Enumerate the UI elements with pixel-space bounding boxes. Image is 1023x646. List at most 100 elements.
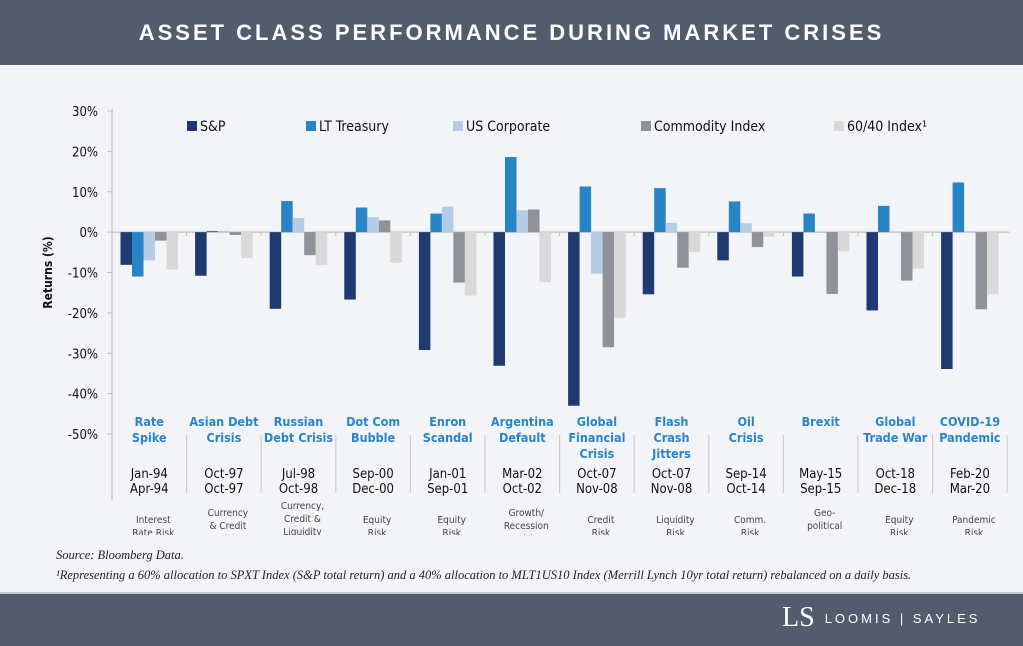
date-range-label: May-15 bbox=[799, 467, 842, 482]
bar bbox=[241, 232, 253, 258]
loomis-sayles-logo: LS LOOMIS | SAYLES bbox=[782, 602, 981, 633]
date-range-label: Oct-07 bbox=[652, 467, 691, 482]
y-tick-label: -20% bbox=[68, 307, 98, 322]
risk-label: Currency, bbox=[281, 501, 324, 512]
bar bbox=[344, 232, 356, 300]
category-label: Russian bbox=[274, 414, 324, 429]
date-range-label: Sep-00 bbox=[353, 467, 394, 482]
risk-label: Geo- bbox=[814, 508, 835, 519]
bar bbox=[166, 232, 178, 270]
date-range-label: Nov-08 bbox=[576, 482, 618, 497]
bar bbox=[292, 217, 305, 233]
category-label: Jitters bbox=[651, 446, 691, 461]
bar bbox=[642, 232, 655, 295]
category-label: Dot Com bbox=[346, 414, 400, 429]
legend-swatch bbox=[453, 121, 463, 131]
risk-label: Risk bbox=[517, 534, 536, 535]
bar bbox=[763, 232, 775, 237]
bar bbox=[516, 210, 528, 233]
risk-label: political bbox=[807, 521, 842, 532]
category-label: Brexit bbox=[802, 414, 841, 429]
bar bbox=[418, 232, 431, 351]
y-tick-label: 20% bbox=[72, 145, 98, 160]
bar bbox=[493, 232, 505, 366]
footer: LS LOOMIS | SAYLES bbox=[0, 592, 1023, 646]
bar bbox=[975, 232, 988, 310]
legend-label: S&P bbox=[200, 119, 226, 135]
date-range-label: Oct-97 bbox=[204, 482, 243, 497]
y-tick-label: -40% bbox=[68, 388, 98, 403]
bar bbox=[464, 232, 477, 296]
category-label: Scandal bbox=[423, 430, 473, 445]
date-range-label: Oct-97 bbox=[204, 467, 243, 482]
y-tick-label: -10% bbox=[68, 267, 98, 282]
bar bbox=[901, 232, 913, 281]
bar bbox=[281, 201, 293, 233]
risk-label: Risk bbox=[815, 534, 834, 535]
bar bbox=[528, 209, 540, 233]
risk-label: & Credit bbox=[209, 521, 246, 532]
risk-label: Risk bbox=[741, 528, 760, 535]
category-label: Financial bbox=[568, 430, 625, 445]
date-range-label: Oct-07 bbox=[577, 467, 616, 482]
bar bbox=[441, 206, 454, 233]
bar bbox=[143, 232, 155, 261]
date-range-label: Jul-98 bbox=[281, 467, 315, 482]
bar bbox=[826, 232, 838, 294]
date-range-label: Feb-20 bbox=[950, 467, 990, 482]
category-label: Crisis bbox=[579, 446, 614, 461]
date-range-label: Oct-98 bbox=[279, 482, 318, 497]
y-tick-label: -30% bbox=[68, 347, 98, 362]
bar bbox=[132, 232, 144, 277]
category-label: Crisis bbox=[729, 430, 764, 445]
bar bbox=[740, 223, 752, 233]
bar bbox=[688, 232, 701, 252]
date-range-label: Sep-01 bbox=[427, 482, 468, 497]
legend-swatch bbox=[834, 121, 844, 131]
category-label: Global bbox=[875, 414, 915, 429]
bar bbox=[390, 232, 402, 263]
bar bbox=[878, 205, 890, 233]
bar bbox=[367, 217, 379, 233]
y-axis-label: Returns (%) bbox=[41, 236, 55, 308]
date-range-label: Dec-18 bbox=[874, 482, 916, 497]
category-label: Spike bbox=[132, 430, 167, 445]
risk-label: Equity bbox=[437, 515, 466, 526]
risk-label: Growth/ bbox=[509, 508, 546, 519]
category-label: Rate bbox=[135, 414, 165, 429]
date-range-label: Sep-15 bbox=[800, 482, 841, 497]
bar bbox=[866, 232, 878, 311]
category-label: Bubble bbox=[351, 430, 396, 445]
category-label: Crash bbox=[653, 430, 689, 445]
bar bbox=[791, 232, 804, 277]
category-label: Crisis bbox=[206, 430, 241, 445]
legend-swatch bbox=[641, 121, 651, 131]
category-label: Oil bbox=[737, 414, 754, 429]
risk-label: Credit bbox=[587, 515, 615, 526]
legend-label: Commodity Index bbox=[654, 119, 766, 135]
date-range-label: Oct-14 bbox=[726, 482, 765, 497]
bar bbox=[430, 213, 442, 233]
page-title: ASSET CLASS PERFORMANCE DURING MARKET CR… bbox=[0, 0, 1023, 65]
risk-label: Risk bbox=[890, 528, 909, 535]
category-label: COVID-19 bbox=[940, 414, 1000, 429]
bar bbox=[889, 231, 901, 233]
risk-label: Comm. bbox=[734, 515, 766, 526]
bar bbox=[453, 232, 465, 283]
date-range-label: Dec-00 bbox=[352, 482, 394, 497]
bar bbox=[941, 232, 953, 369]
bar bbox=[987, 232, 999, 295]
risk-label: Recession bbox=[504, 521, 549, 532]
bar bbox=[579, 186, 592, 233]
bar-chart: 30% 20% 10% 0% -10% -20% -30% -40% -50% Returns (… bbox=[41, 105, 1010, 535]
bar bbox=[591, 232, 603, 274]
bar bbox=[654, 188, 666, 233]
date-range-label: Apr-94 bbox=[130, 482, 169, 497]
date-range-label: Jan-94 bbox=[130, 467, 168, 482]
risk-label: Rate Risk bbox=[132, 528, 175, 535]
bar bbox=[614, 232, 626, 319]
bar bbox=[568, 232, 580, 406]
date-range-label: Oct-18 bbox=[876, 467, 915, 482]
legend-swatch bbox=[306, 121, 316, 131]
risk-label: Pandemic bbox=[952, 515, 996, 526]
